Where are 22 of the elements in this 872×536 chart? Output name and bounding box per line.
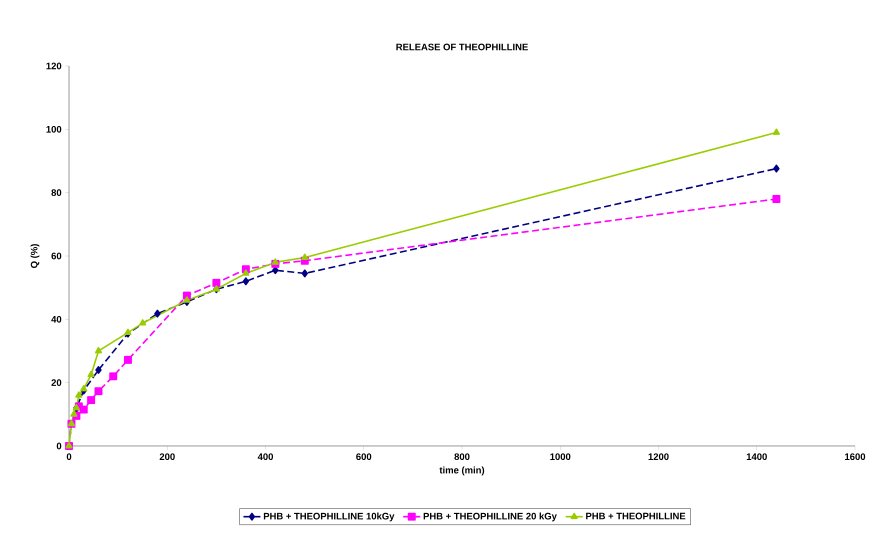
x-tick-label: 200 — [160, 453, 175, 460]
legend-label: PHB + THEOPHILLINE 10kGy — [264, 512, 394, 522]
y-tick-label: 20 — [51, 379, 62, 386]
legend-label: PHB + THEOPHILLINE — [586, 512, 686, 520]
x-tick-label: 1400 — [746, 453, 767, 460]
x-tick-label: 0 — [66, 453, 72, 460]
x-tick-label: 1000 — [550, 453, 570, 460]
y-axis-title: Q (%) — [30, 244, 40, 268]
y-tick-label: 40 — [51, 316, 62, 323]
y-tick-label: 120 — [46, 62, 62, 70]
y-tick-label: 100 — [46, 126, 62, 133]
x-tick-label: 1600 — [845, 453, 866, 460]
y-tick-label: 60 — [51, 252, 62, 260]
x-axis-title: time (min) — [440, 466, 484, 476]
y-tick-label: 0 — [56, 442, 62, 450]
x-tick-label: 800 — [454, 453, 470, 460]
x-tick-label: 400 — [258, 453, 274, 460]
x-tick-label: 600 — [356, 453, 372, 460]
chart-title: RELEASE OF THEOPHILLINE — [396, 44, 528, 50]
x-tick-label: 1200 — [648, 453, 669, 460]
legend-label: PHB + THEOPHILLINE 20 kGy — [424, 512, 557, 522]
y-tick-label: 80 — [51, 189, 62, 196]
